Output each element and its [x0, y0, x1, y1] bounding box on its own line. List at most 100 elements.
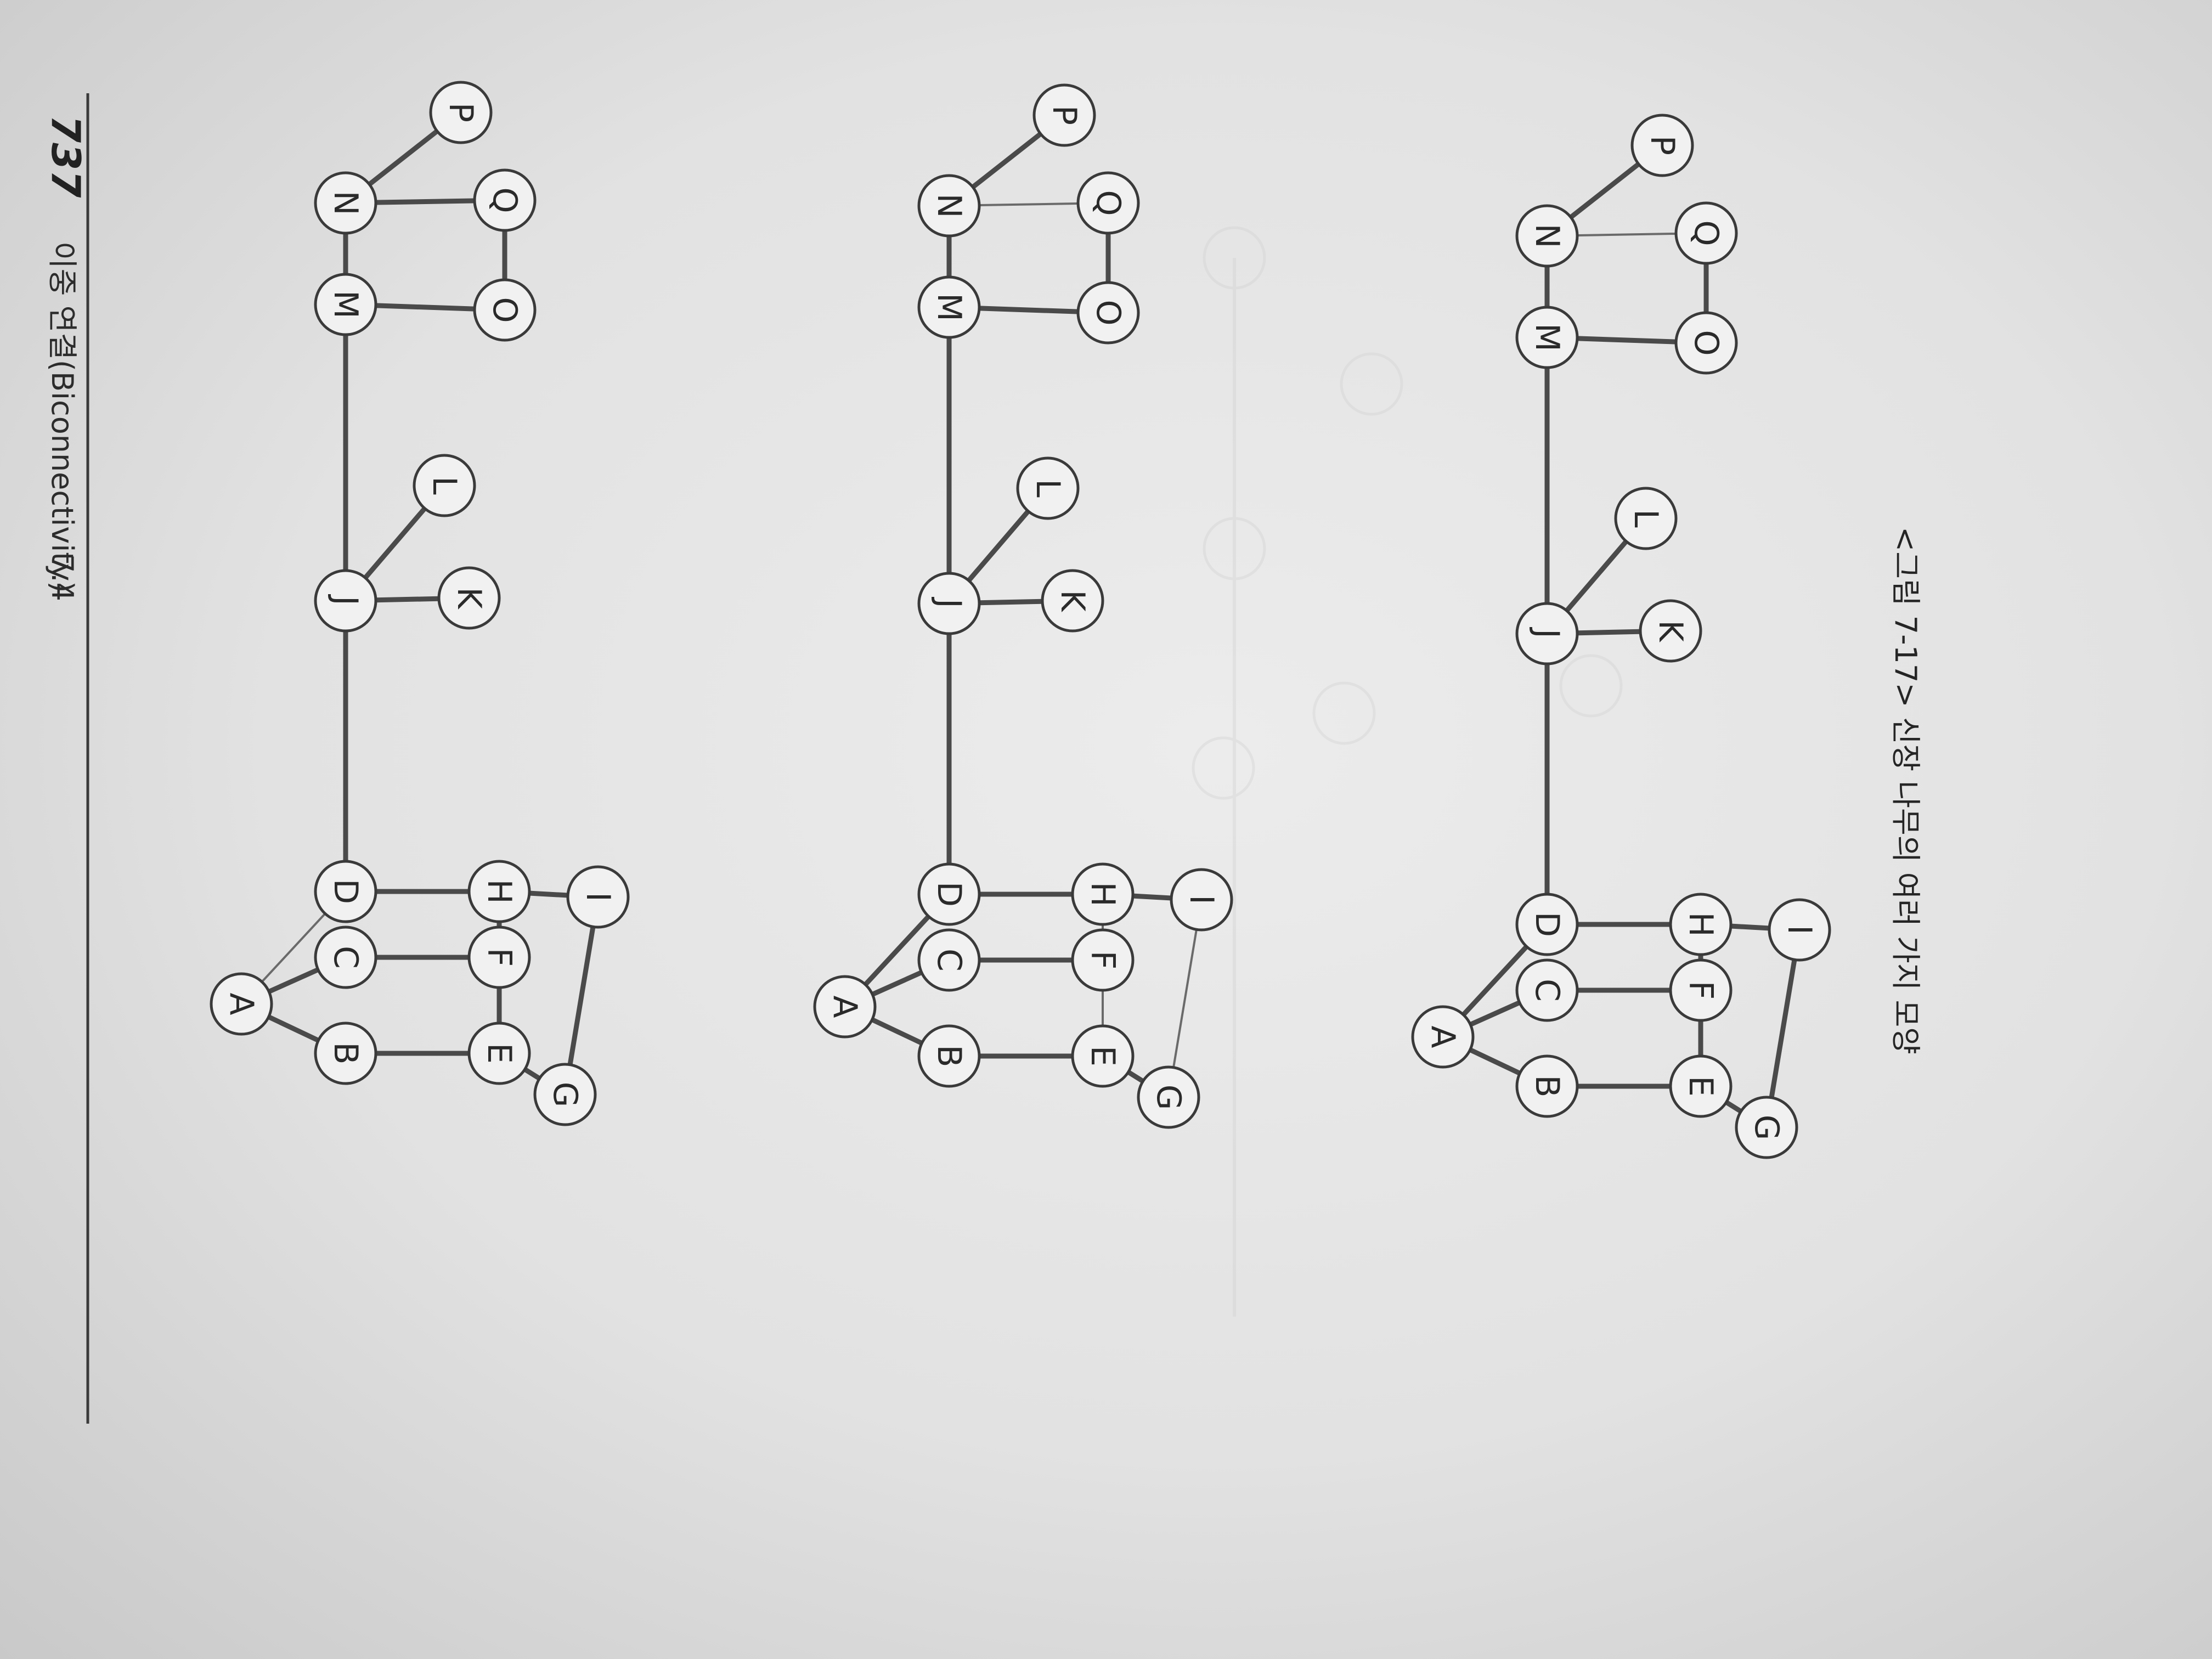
- header-section: 7.4: [45, 554, 80, 601]
- node-circle: [1032, 83, 1096, 147]
- node-label: E: [1084, 1046, 1122, 1066]
- node-circle: [1515, 1054, 1579, 1118]
- node-circle: [917, 572, 981, 635]
- node-label: O: [1089, 300, 1127, 325]
- node-label: K: [450, 587, 488, 610]
- node-P: P: [1630, 114, 1694, 177]
- spanning-tree-diagrams: A B C D E F G H I J K L M N O P Q A B C D E F G H I J K L M N O P Q A B C D E F…: [210, 81, 1831, 1159]
- edge-G-I-tree: [1764, 929, 1802, 1128]
- node-L: L: [1016, 456, 1080, 520]
- node-circle: [314, 860, 377, 923]
- node-circle: [917, 928, 981, 992]
- node-E: E: [1669, 1054, 1733, 1118]
- node-label: H: [1681, 912, 1720, 936]
- node-circle: [413, 454, 476, 517]
- node-circle: [917, 1024, 981, 1088]
- node-label: N: [326, 191, 365, 216]
- node-B: B: [1515, 1054, 1579, 1118]
- node-label: H: [1084, 882, 1122, 906]
- node-D: D: [1515, 893, 1579, 956]
- node-L: L: [1614, 487, 1678, 550]
- node-label: F: [480, 948, 518, 967]
- node-K: K: [1041, 569, 1104, 633]
- node-label: Q: [486, 187, 524, 213]
- node-circle: [1669, 958, 1733, 1022]
- node-G: G: [1137, 1065, 1200, 1129]
- node-label: N: [1528, 224, 1566, 249]
- figure-caption: <그림 7-17> 신장 나무의 여러 가지 모양: [1888, 527, 1923, 1054]
- node-circle: [1071, 1024, 1135, 1088]
- node-circle: [533, 1063, 597, 1126]
- node-P: P: [1032, 83, 1096, 147]
- node-label: C: [930, 949, 968, 972]
- node-A: A: [813, 975, 877, 1039]
- node-circle: [314, 569, 377, 633]
- node-label: E: [1681, 1076, 1720, 1097]
- node-label: P: [1643, 136, 1681, 155]
- node-label: B: [326, 1042, 365, 1064]
- node-circle: [1630, 114, 1694, 177]
- node-O: O: [1076, 281, 1140, 345]
- spanning-tree-2: A B C D E F G H I J K L M N O P Q: [813, 83, 1233, 1129]
- spanning-tree-3: A B C D E F G H I J K L M N O P Q: [1411, 114, 1831, 1159]
- node-Q: Q: [473, 168, 537, 232]
- node-label: B: [1528, 1075, 1566, 1097]
- node-circle: [1071, 928, 1135, 992]
- node-J: J: [917, 572, 981, 635]
- node-K: K: [1639, 599, 1702, 663]
- node-circle: [1735, 1096, 1798, 1159]
- node-label: C: [326, 946, 365, 969]
- node-D: D: [314, 860, 377, 923]
- node-C: C: [314, 926, 377, 989]
- node-label: F: [1084, 951, 1122, 970]
- node-K: K: [437, 566, 501, 630]
- node-F: F: [1669, 958, 1733, 1022]
- node-label: G: [1747, 1115, 1786, 1141]
- node-circle: [473, 168, 537, 232]
- node-G: G: [1735, 1096, 1798, 1159]
- node-circle: [314, 926, 377, 989]
- page-number: 737: [43, 115, 89, 198]
- node-label: G: [1149, 1085, 1188, 1110]
- node-label: A: [222, 992, 261, 1015]
- node-Q: Q: [1674, 201, 1738, 265]
- node-I: I: [1170, 868, 1233, 932]
- node-circle: [473, 278, 537, 342]
- node-C: C: [1515, 958, 1579, 1022]
- node-L: L: [413, 454, 476, 517]
- node-label: G: [546, 1082, 584, 1108]
- node-label: N: [930, 194, 968, 218]
- node-label: O: [1687, 330, 1725, 356]
- node-label: D: [930, 882, 968, 907]
- node-circle: [1768, 898, 1831, 962]
- node-circle: [314, 1022, 377, 1085]
- node-circle: [1639, 599, 1702, 663]
- node-circle: [917, 275, 981, 339]
- node-label: J: [1528, 627, 1566, 639]
- node-label: Q: [1687, 220, 1725, 246]
- node-label: M: [1528, 323, 1566, 352]
- node-circle: [467, 926, 531, 989]
- node-label: I: [1780, 925, 1819, 935]
- node-H: H: [1669, 893, 1733, 956]
- node-circle: [1515, 204, 1579, 268]
- node-label: I: [579, 892, 617, 902]
- node-circle: [1016, 456, 1080, 520]
- node-label: L: [425, 476, 464, 495]
- node-circle: [467, 860, 531, 923]
- bleed-through-ghost: [1192, 226, 1623, 1317]
- node-G: G: [533, 1063, 597, 1126]
- node-H: H: [1071, 862, 1135, 926]
- node-label: I: [1182, 895, 1221, 905]
- node-circle: [1411, 1005, 1475, 1069]
- node-circle: [467, 1022, 531, 1085]
- node-N: N: [1515, 204, 1579, 268]
- node-H: H: [467, 860, 531, 923]
- node-C: C: [917, 928, 981, 992]
- node-D: D: [917, 862, 981, 926]
- node-label: K: [1651, 620, 1690, 642]
- node-circle: [1674, 311, 1738, 375]
- node-circle: [813, 975, 877, 1039]
